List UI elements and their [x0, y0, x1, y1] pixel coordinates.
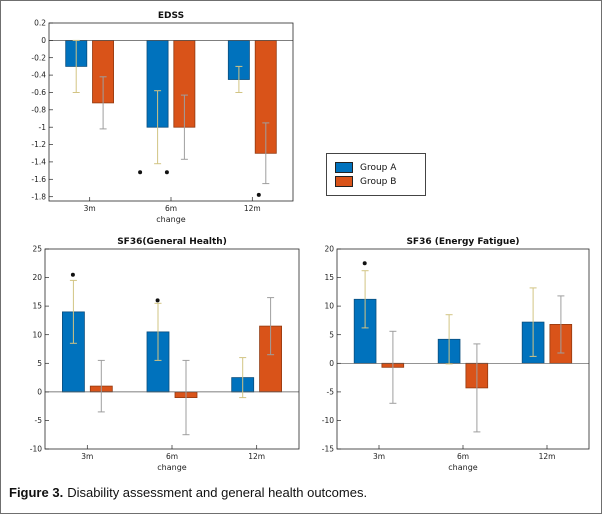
- svg-text:-1.2: -1.2: [31, 140, 46, 149]
- legend-label: Group A: [360, 162, 397, 173]
- chart-edss: EDSS 0.2 0 -0.2 -0.4 -0.6 -0.8 -1 -1.2 -1.4 -1.6 -1…: [19, 7, 301, 231]
- chart-sf36-general-health: SF36(General Health) 25 20 15 10 5 0 -5 -10 3m 6m 1…: [15, 233, 307, 479]
- svg-text:10: 10: [324, 302, 334, 311]
- legend-entry: Group A: [335, 162, 417, 173]
- svg-text:-1.8: -1.8: [31, 192, 46, 201]
- svg-text:0.2: 0.2: [34, 19, 46, 28]
- svg-text:6m: 6m: [166, 452, 178, 461]
- svg-text:12m: 12m: [248, 452, 265, 461]
- legend-swatch-icon: [335, 176, 353, 187]
- svg-text:0: 0: [329, 359, 334, 368]
- svg-text:5: 5: [329, 330, 334, 339]
- chart-svg: SF36(General Health) 25 20 15 10 5 0 -5 -10 3m 6m 1…: [30, 237, 300, 472]
- svg-text:3m: 3m: [373, 452, 385, 461]
- svg-text:change: change: [448, 463, 478, 472]
- svg-text:5: 5: [37, 359, 42, 368]
- chart-sf36-energy-fatigue: SF36 (Energy Fatigue) 20 15 10 5 0 -5 -10 -15 3m 6…: [307, 233, 597, 479]
- svg-text:-5: -5: [327, 388, 335, 397]
- svg-text:-0.8: -0.8: [31, 105, 46, 114]
- svg-text:3m: 3m: [81, 452, 93, 461]
- svg-text:3m: 3m: [84, 204, 96, 213]
- legend: Group A Group B: [326, 153, 426, 196]
- svg-text:15: 15: [32, 302, 42, 311]
- svg-text:25: 25: [32, 245, 42, 254]
- svg-text:-1.4: -1.4: [31, 158, 46, 167]
- svg-text:-15: -15: [322, 445, 334, 454]
- svg-text:SF36(General Health): SF36(General Health): [117, 237, 227, 247]
- figure-caption: Figure 3. Disability assessment and gener…: [9, 485, 589, 500]
- svg-text:12m: 12m: [539, 452, 556, 461]
- svg-text:change: change: [157, 463, 187, 472]
- svg-text:0: 0: [41, 36, 46, 45]
- svg-text:EDSS: EDSS: [158, 11, 184, 21]
- svg-text:10: 10: [32, 330, 42, 339]
- svg-text:-10: -10: [30, 445, 42, 454]
- svg-text:20: 20: [324, 245, 334, 254]
- svg-text:15: 15: [324, 273, 334, 282]
- svg-text:-10: -10: [322, 416, 334, 425]
- caption-text: Disability assessment and general health…: [67, 485, 368, 500]
- svg-text:12m: 12m: [244, 204, 261, 213]
- caption-label: Figure 3.: [9, 485, 64, 500]
- chart-svg: EDSS 0.2 0 -0.2 -0.4 -0.6 -0.8 -1 -1.2 -1.4 -1.6 -1…: [31, 11, 294, 224]
- legend-entry: Group B: [335, 176, 417, 187]
- svg-text:SF36 (Energy Fatigue): SF36 (Energy Fatigue): [406, 237, 519, 247]
- svg-text:6m: 6m: [165, 204, 177, 213]
- svg-text:change: change: [156, 215, 186, 224]
- chart-svg: SF36 (Energy Fatigue) 20 15 10 5 0 -5 -10 -15 3m 6…: [322, 237, 590, 472]
- svg-text:0: 0: [37, 388, 42, 397]
- svg-text:-0.2: -0.2: [31, 53, 46, 62]
- svg-text:20: 20: [32, 273, 42, 282]
- svg-text:-1: -1: [39, 123, 47, 132]
- svg-text:-5: -5: [35, 416, 43, 425]
- legend-swatch-icon: [335, 162, 353, 173]
- svg-text:6m: 6m: [457, 452, 469, 461]
- legend-label: Group B: [360, 176, 397, 187]
- svg-text:-0.4: -0.4: [31, 71, 46, 80]
- svg-text:-1.6: -1.6: [31, 175, 46, 184]
- svg-text:-0.6: -0.6: [31, 88, 46, 97]
